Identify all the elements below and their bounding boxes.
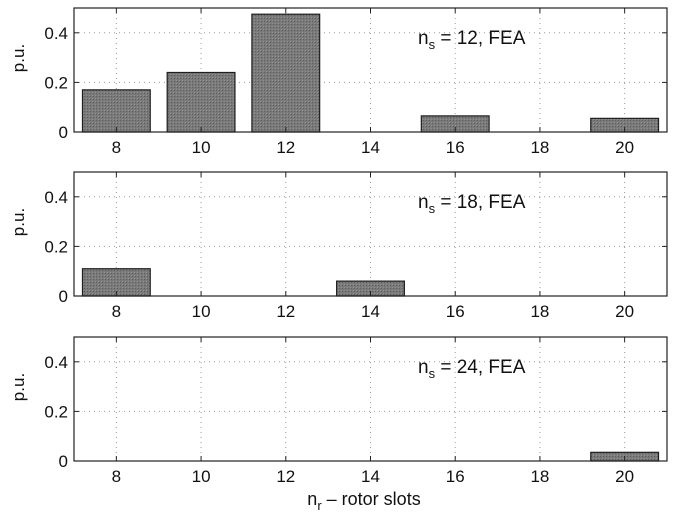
x-tick-label: 8 bbox=[112, 138, 121, 157]
y-tick-label: 0.2 bbox=[44, 402, 68, 421]
x-tick-label: 18 bbox=[530, 467, 549, 486]
x-tick-label: 18 bbox=[530, 138, 549, 157]
panel-annotation: ns = 18, FEA bbox=[418, 192, 526, 216]
y-tick-label: 0 bbox=[59, 452, 68, 471]
x-axis-label: nr – rotor slots bbox=[307, 489, 420, 513]
y-axis-label: p.u. bbox=[9, 44, 28, 72]
x-tick-label: 10 bbox=[192, 467, 211, 486]
panel-annotation: ns = 24, FEA bbox=[418, 357, 526, 381]
chart-panel-ns-12: 8 10 12 14 16 18 20 0 0.2 0.4 p.u. ns = 12, FEA bbox=[9, 7, 668, 157]
x-tick-label: 16 bbox=[446, 138, 465, 157]
panel-annotation: ns = 12, FEA bbox=[418, 28, 526, 52]
x-tick-label: 10 bbox=[192, 138, 211, 157]
y-axis-label: p.u. bbox=[9, 373, 28, 401]
x-tick-label: 12 bbox=[276, 138, 295, 157]
x-tick-label: 14 bbox=[361, 302, 380, 321]
y-axis-label: p.u. bbox=[9, 208, 28, 236]
x-tick-label: 8 bbox=[112, 302, 121, 321]
bar-nr-8 bbox=[81, 89, 151, 133]
x-tick-label: 20 bbox=[615, 138, 634, 157]
x-tick-label: 18 bbox=[530, 302, 549, 321]
y-tick-label: 0.4 bbox=[44, 188, 68, 207]
y-tick-label: 0 bbox=[59, 123, 68, 142]
x-tick-label: 20 bbox=[615, 302, 634, 321]
x-tick-label: 20 bbox=[615, 467, 634, 486]
bar-nr-10 bbox=[166, 71, 236, 133]
x-tick-label: 12 bbox=[276, 467, 295, 486]
chart-panel-ns-18: 8 10 12 14 16 18 20 0 0.2 0.4 p.u. ns = 18, FEA bbox=[9, 171, 668, 321]
y-tick-label: 0.4 bbox=[44, 353, 68, 372]
x-tick-label: 14 bbox=[361, 467, 380, 486]
x-tick-label: 10 bbox=[192, 302, 211, 321]
x-tick-label: 16 bbox=[446, 467, 465, 486]
y-tick-label: 0.2 bbox=[44, 237, 68, 256]
y-tick-label: 0 bbox=[59, 287, 68, 306]
x-tick-label: 14 bbox=[361, 138, 380, 157]
y-tick-label: 0.2 bbox=[44, 73, 68, 92]
bar-nr-12 bbox=[251, 13, 321, 133]
x-tick-label: 16 bbox=[446, 302, 465, 321]
y-tick-label: 0.4 bbox=[44, 24, 68, 43]
chart-panel-ns-24: 8 10 12 14 16 18 20 0 0.2 0.4 p.u. ns = 24, FEA bbox=[9, 336, 668, 486]
x-tick-label: 12 bbox=[276, 302, 295, 321]
x-tick-label: 8 bbox=[112, 467, 121, 486]
